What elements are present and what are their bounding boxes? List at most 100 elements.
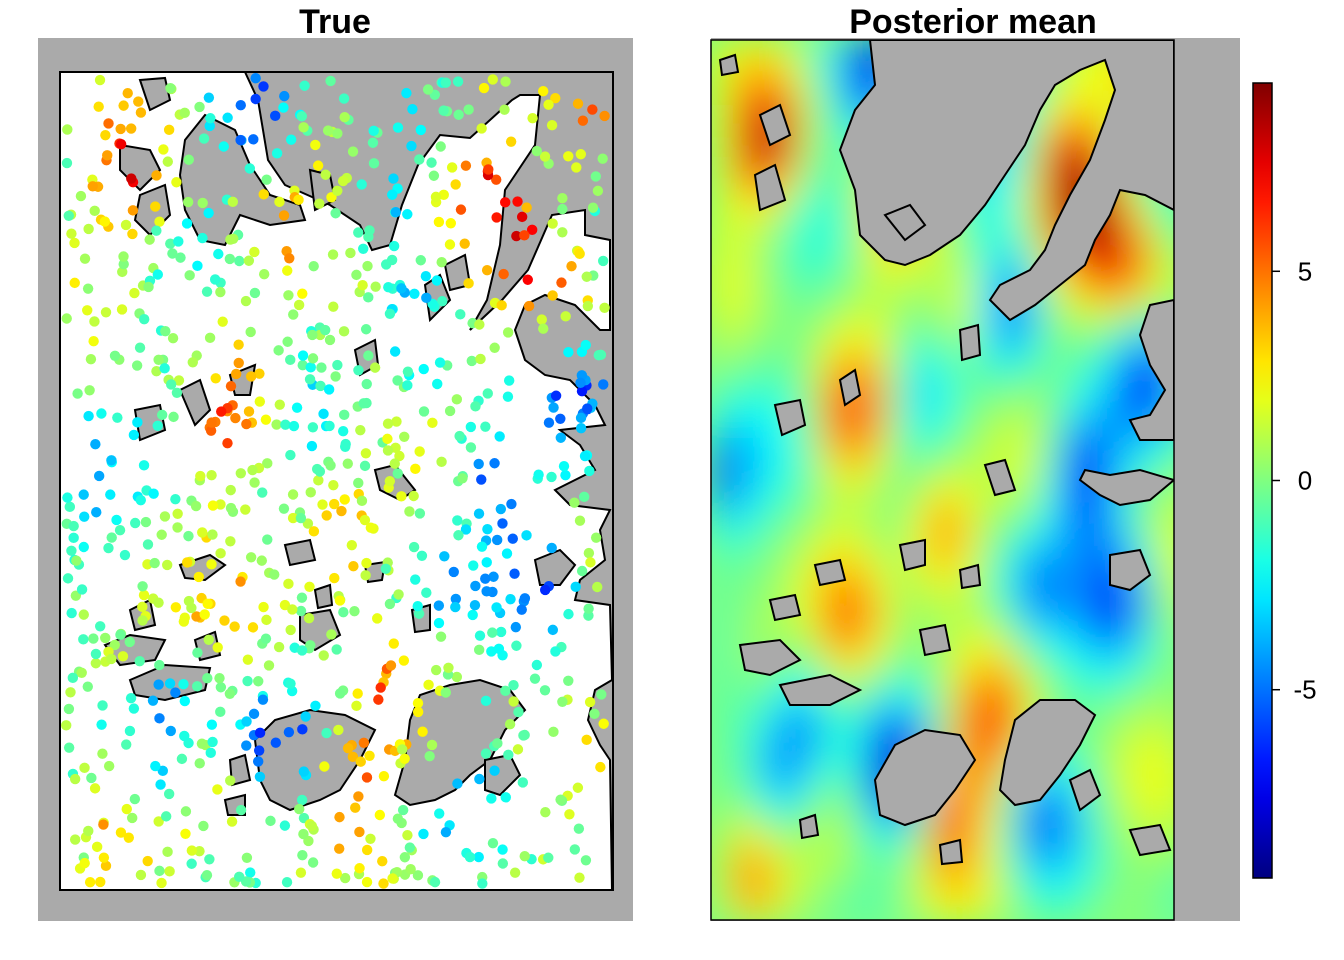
heatmap-cell	[777, 480, 799, 502]
heatmap-cell	[799, 370, 821, 392]
true-point	[310, 701, 320, 711]
true-point	[427, 418, 437, 428]
true-point	[153, 597, 163, 607]
true-point	[85, 877, 95, 887]
true-point	[482, 265, 492, 275]
true-point	[192, 261, 202, 271]
true-point	[133, 96, 143, 106]
true-point	[205, 333, 215, 343]
heatmap-cell	[865, 546, 887, 568]
heatmap-cell	[975, 238, 997, 260]
true-point	[349, 606, 359, 616]
heatmap-cell	[799, 260, 821, 282]
true-point	[134, 656, 144, 666]
heatmap-cell	[799, 876, 821, 898]
true-point	[521, 202, 531, 212]
true-point	[488, 74, 498, 84]
heatmap-cell	[931, 436, 953, 458]
true-point	[127, 813, 137, 823]
heatmap-cell	[733, 392, 755, 414]
true-point	[259, 189, 269, 199]
true-point	[335, 688, 345, 698]
true-point	[278, 102, 288, 112]
true-point	[410, 464, 420, 474]
true-point	[320, 170, 330, 180]
true-point	[288, 309, 298, 319]
true-point	[574, 824, 584, 834]
heatmap-cell	[1041, 656, 1063, 678]
heatmap-cell	[1041, 876, 1063, 898]
true-point	[399, 754, 409, 764]
true-point	[248, 622, 258, 632]
true-point	[294, 804, 304, 814]
true-point	[521, 530, 531, 540]
true-point	[97, 749, 107, 759]
true-point	[454, 431, 464, 441]
heatmap-cell	[799, 722, 821, 744]
true-point	[136, 495, 146, 505]
colorbar-gradient	[1253, 83, 1272, 878]
true-point	[186, 859, 196, 869]
heatmap-cell	[843, 832, 865, 854]
true-point	[148, 488, 158, 498]
heatmap-cell	[997, 546, 1019, 568]
heatmap-cell	[1019, 216, 1041, 238]
true-point	[596, 689, 606, 699]
true-point	[424, 751, 434, 761]
heatmap-cell	[1151, 722, 1173, 744]
heatmap-cell	[777, 744, 799, 766]
true-point	[340, 494, 350, 504]
heatmap-cell	[821, 84, 843, 106]
heatmap-cell	[1041, 106, 1063, 128]
true-point	[313, 475, 323, 485]
heatmap-cell	[953, 678, 975, 700]
true-point	[132, 417, 142, 427]
true-point	[225, 254, 235, 264]
true-point	[236, 468, 246, 478]
heatmap-cell	[1041, 194, 1063, 216]
posterior-panel: Posterior mean	[711, 3, 1240, 921]
true-point	[370, 362, 380, 372]
heatmap-cell	[1151, 788, 1173, 810]
true-point	[573, 783, 583, 793]
heatmap-cell	[1151, 238, 1173, 260]
heatmap-cell	[975, 414, 997, 436]
heatmap-cell	[843, 238, 865, 260]
heatmap-cell	[711, 414, 733, 436]
heatmap-cell	[799, 40, 821, 62]
true-point	[150, 761, 160, 771]
true-point	[470, 600, 480, 610]
true-point	[296, 513, 306, 523]
posterior-island	[920, 625, 950, 655]
heatmap-cell	[843, 414, 865, 436]
true-point	[417, 551, 427, 561]
true-point	[474, 459, 484, 469]
heatmap-cell	[711, 370, 733, 392]
heatmap-cell	[1085, 348, 1107, 370]
true-point	[581, 855, 591, 865]
heatmap-cell	[733, 194, 755, 216]
true-point	[160, 511, 170, 521]
heatmap-cell	[821, 590, 843, 612]
heatmap-cell	[843, 876, 865, 898]
true-point	[527, 113, 537, 123]
heatmap-cell	[865, 260, 887, 282]
true-point	[556, 433, 566, 443]
heatmap-cell	[777, 832, 799, 854]
true-point	[500, 686, 510, 696]
heatmap-cell	[1019, 502, 1041, 524]
true-point	[226, 381, 236, 391]
heatmap-cell	[953, 612, 975, 634]
heatmap-cell	[821, 612, 843, 634]
heatmap-cell	[887, 678, 909, 700]
heatmap-cell	[821, 194, 843, 216]
true-point	[501, 792, 511, 802]
heatmap-cell	[909, 326, 931, 348]
heatmap-cell	[1129, 216, 1151, 238]
true-point	[83, 681, 93, 691]
heatmap-cell	[711, 128, 733, 150]
heatmap-cell	[733, 568, 755, 590]
heatmap-cell	[953, 634, 975, 656]
heatmap-cell	[1085, 832, 1107, 854]
